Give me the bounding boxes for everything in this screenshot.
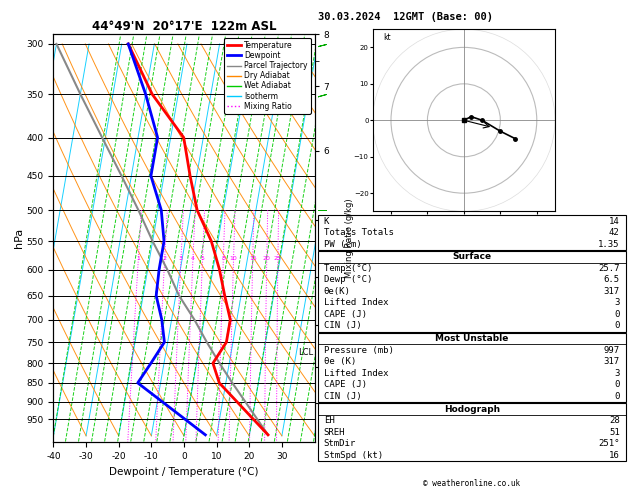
Text: Dewp (°C): Dewp (°C) <box>324 276 372 284</box>
Text: 30.03.2024  12GMT (Base: 00): 30.03.2024 12GMT (Base: 00) <box>318 12 493 22</box>
Text: 51: 51 <box>609 428 620 436</box>
Text: θe(K): θe(K) <box>324 287 351 296</box>
Text: CAPE (J): CAPE (J) <box>324 310 367 319</box>
Text: 5: 5 <box>201 256 204 261</box>
Text: 317: 317 <box>604 357 620 366</box>
Text: CIN (J): CIN (J) <box>324 321 362 330</box>
Text: 0: 0 <box>615 380 620 389</box>
Text: 1: 1 <box>136 256 140 261</box>
Text: 6.5: 6.5 <box>604 276 620 284</box>
Text: 8: 8 <box>221 256 225 261</box>
Text: 15: 15 <box>249 256 257 261</box>
Text: 28: 28 <box>609 416 620 425</box>
Bar <box>318 403 626 461</box>
Text: 14: 14 <box>609 217 620 226</box>
Text: Hodograph: Hodograph <box>443 404 500 414</box>
Bar <box>318 251 626 331</box>
Bar <box>318 333 626 402</box>
Text: CAPE (J): CAPE (J) <box>324 380 367 389</box>
Text: PW (cm): PW (cm) <box>324 240 362 248</box>
Text: 42: 42 <box>609 228 620 237</box>
Text: θe (K): θe (K) <box>324 357 356 366</box>
Text: StmDir: StmDir <box>324 439 356 448</box>
Text: Pressure (mb): Pressure (mb) <box>324 346 394 355</box>
Text: StmSpd (kt): StmSpd (kt) <box>324 451 383 460</box>
Text: LCL: LCL <box>298 348 313 357</box>
Text: 997: 997 <box>604 346 620 355</box>
Bar <box>318 215 626 250</box>
Text: 251°: 251° <box>598 439 620 448</box>
Text: K: K <box>324 217 329 226</box>
Text: 0: 0 <box>615 321 620 330</box>
Text: © weatheronline.co.uk: © weatheronline.co.uk <box>423 479 520 486</box>
Text: 10: 10 <box>230 256 237 261</box>
Text: 1.35: 1.35 <box>598 240 620 248</box>
Text: EH: EH <box>324 416 335 425</box>
Text: Temp (°C): Temp (°C) <box>324 264 372 273</box>
Text: 3: 3 <box>615 369 620 378</box>
Text: 3: 3 <box>179 256 183 261</box>
Text: Lifted Index: Lifted Index <box>324 369 388 378</box>
Text: Totals Totals: Totals Totals <box>324 228 394 237</box>
Text: 2: 2 <box>163 256 167 261</box>
X-axis label: Dewpoint / Temperature (°C): Dewpoint / Temperature (°C) <box>109 467 259 477</box>
Text: Most Unstable: Most Unstable <box>435 334 508 343</box>
Y-axis label: hPa: hPa <box>14 228 24 248</box>
Text: 25.7: 25.7 <box>598 264 620 273</box>
Text: 4: 4 <box>191 256 195 261</box>
Text: 3: 3 <box>615 298 620 308</box>
Text: Lifted Index: Lifted Index <box>324 298 388 308</box>
Text: 317: 317 <box>604 287 620 296</box>
Legend: Temperature, Dewpoint, Parcel Trajectory, Dry Adiabat, Wet Adiabat, Isotherm, Mi: Temperature, Dewpoint, Parcel Trajectory… <box>225 38 311 114</box>
Text: 20: 20 <box>263 256 270 261</box>
Text: Surface: Surface <box>452 252 491 261</box>
Text: CIN (J): CIN (J) <box>324 392 362 401</box>
Text: kt: kt <box>384 33 391 42</box>
Text: Mixing Ratio (g/kg): Mixing Ratio (g/kg) <box>345 198 353 278</box>
Title: 44°49'N  20°17'E  122m ASL: 44°49'N 20°17'E 122m ASL <box>92 20 276 33</box>
Text: 25: 25 <box>274 256 282 261</box>
Text: 16: 16 <box>609 451 620 460</box>
Text: 0: 0 <box>615 392 620 401</box>
Text: 0: 0 <box>615 310 620 319</box>
Y-axis label: km
ASL: km ASL <box>345 227 364 249</box>
Text: SREH: SREH <box>324 428 345 436</box>
